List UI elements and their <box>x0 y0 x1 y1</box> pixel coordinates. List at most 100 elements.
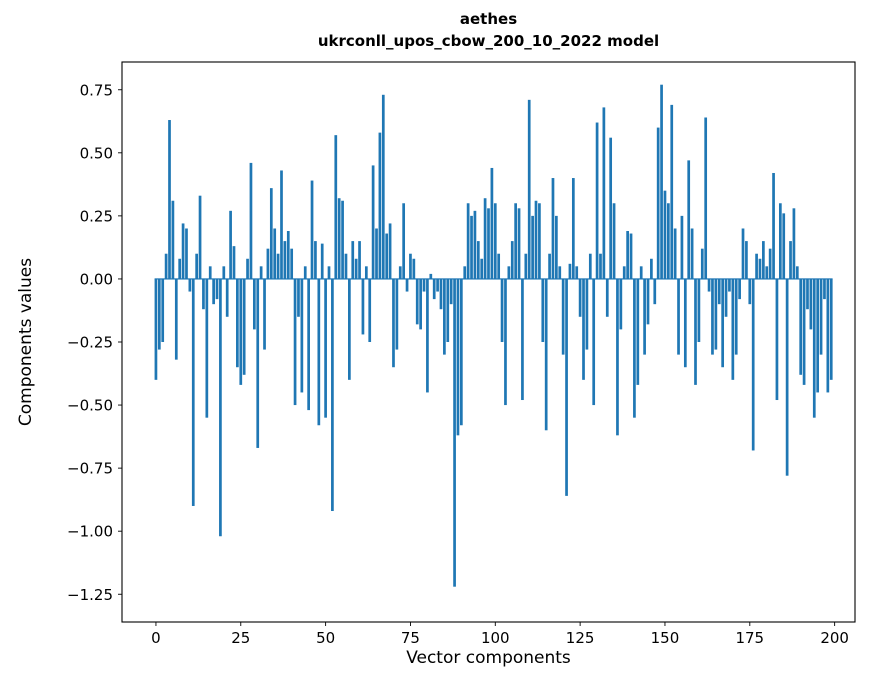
bar <box>799 278 803 375</box>
bar <box>677 278 680 355</box>
bar <box>721 278 725 368</box>
bar <box>453 278 456 587</box>
bar <box>252 278 256 330</box>
bar <box>588 253 592 279</box>
bar <box>283 241 287 279</box>
bar <box>711 278 714 355</box>
bar <box>510 241 514 279</box>
bar <box>483 198 487 279</box>
bar <box>660 84 663 279</box>
x-tick-label: 75 <box>401 629 420 647</box>
bar <box>297 278 300 317</box>
bar <box>826 278 830 393</box>
bar <box>829 278 833 380</box>
bar <box>585 278 589 350</box>
bar <box>185 228 188 279</box>
bar <box>755 253 758 279</box>
bar <box>629 233 633 279</box>
bar <box>354 258 358 279</box>
bar <box>812 278 816 418</box>
x-tick-label: 0 <box>151 629 161 647</box>
bar <box>493 203 497 279</box>
bar <box>466 203 470 279</box>
bar <box>531 215 534 279</box>
x-tick-label: 150 <box>651 629 680 647</box>
bar <box>446 278 450 342</box>
bar <box>487 208 490 279</box>
bar <box>656 127 660 279</box>
bar <box>327 266 331 279</box>
x-tick-label: 175 <box>735 629 764 647</box>
bar <box>368 278 372 342</box>
x-tick-label: 50 <box>316 629 335 647</box>
bar <box>775 278 779 401</box>
bar <box>751 278 755 451</box>
bar <box>317 278 321 426</box>
bar <box>565 278 568 496</box>
bar <box>561 278 565 355</box>
bar <box>246 258 249 279</box>
bar <box>459 278 463 426</box>
bar <box>242 278 246 375</box>
bar <box>490 167 494 279</box>
bar <box>178 258 182 279</box>
bar <box>225 278 229 317</box>
bar <box>765 266 769 279</box>
bar <box>768 248 772 279</box>
bar <box>239 278 243 385</box>
bar <box>405 278 409 292</box>
zero-line <box>154 278 833 280</box>
bar <box>439 278 443 310</box>
bar <box>789 241 792 279</box>
bar <box>157 278 161 350</box>
bar <box>188 278 192 292</box>
bar <box>409 253 412 279</box>
bar <box>527 99 531 279</box>
bar <box>809 278 813 330</box>
bar <box>429 273 433 279</box>
bar <box>707 278 711 292</box>
bar <box>419 278 422 330</box>
bar <box>473 210 477 279</box>
bar <box>286 231 290 279</box>
bar <box>375 228 378 279</box>
bar <box>555 215 558 279</box>
bar <box>422 278 426 292</box>
bar <box>215 278 219 300</box>
bar <box>697 278 701 342</box>
bar <box>307 278 310 411</box>
y-tick-label: −0.25 <box>67 334 113 352</box>
bar <box>772 172 775 279</box>
bar <box>263 278 266 350</box>
bar <box>341 200 344 279</box>
bar <box>256 278 260 448</box>
bar <box>748 278 752 305</box>
bar <box>344 253 348 279</box>
bar <box>320 243 324 279</box>
bar <box>758 258 762 279</box>
bar <box>673 228 677 279</box>
bar <box>568 263 572 279</box>
bar <box>497 253 501 279</box>
bar <box>500 278 504 342</box>
bar <box>371 165 375 279</box>
bar <box>633 278 636 418</box>
bar <box>314 241 317 279</box>
x-tick-label: 100 <box>481 629 510 647</box>
bar <box>310 180 314 279</box>
bar <box>592 278 596 406</box>
bar <box>232 246 236 279</box>
bar <box>558 266 562 279</box>
x-tick-label: 25 <box>231 629 250 647</box>
bar <box>619 278 623 330</box>
bar <box>171 200 175 279</box>
y-tick-label: −0.50 <box>67 397 113 415</box>
bar <box>690 228 694 279</box>
bar <box>303 266 307 279</box>
bar <box>819 278 823 355</box>
bar <box>222 266 226 279</box>
x-tick-label: 200 <box>820 629 849 647</box>
bar <box>616 278 619 436</box>
bar <box>626 231 629 279</box>
x-axis-label: Vector components <box>406 648 571 668</box>
